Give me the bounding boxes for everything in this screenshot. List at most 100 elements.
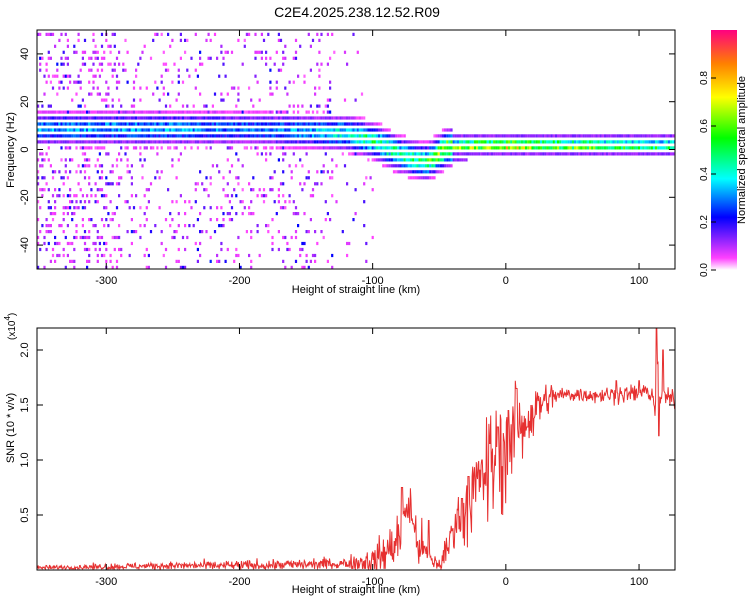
spectrogram-cell bbox=[339, 134, 342, 138]
spectrogram-cell bbox=[580, 146, 583, 150]
spectrogram-cell bbox=[265, 140, 268, 144]
spectrogram-cell bbox=[608, 134, 611, 138]
spectrogram-cell bbox=[71, 98, 74, 102]
spectrogram-cell bbox=[371, 146, 374, 150]
spectrogram-cell bbox=[471, 134, 474, 138]
spectrogram-cell bbox=[279, 206, 283, 210]
spectrogram-cell bbox=[113, 116, 116, 120]
spectrogram-cell bbox=[294, 259, 298, 263]
spectrogram-cell bbox=[488, 152, 491, 156]
spectrogram-cell bbox=[41, 164, 44, 168]
spectrogram-cell bbox=[105, 98, 108, 102]
spectrogram-cell bbox=[256, 128, 259, 132]
colorbar-tick-label: 0.4 bbox=[699, 167, 710, 181]
spectrogram-cell bbox=[335, 200, 338, 204]
spectrogram-cell bbox=[601, 152, 604, 156]
spectrogram-cell bbox=[516, 134, 519, 138]
spectrogram-cell bbox=[141, 176, 144, 180]
spectrogram-cell bbox=[382, 140, 385, 144]
spectrogram-cell bbox=[279, 122, 283, 126]
spectrogram-cell bbox=[301, 140, 304, 144]
spectrogram-cell bbox=[158, 116, 161, 120]
spectrogram-cell bbox=[196, 247, 199, 252]
snr-x-tick-label: -200 bbox=[228, 576, 250, 588]
spectrogram-cell bbox=[409, 176, 413, 180]
spectrogram-cell bbox=[606, 146, 609, 150]
spectrogram-cell bbox=[533, 140, 536, 144]
spectrogram-cell bbox=[358, 122, 361, 126]
spectrogram-cell bbox=[94, 110, 97, 114]
spectrogram-cell bbox=[254, 122, 257, 126]
spectrogram-cell bbox=[318, 68, 321, 72]
spectrogram-cell bbox=[160, 122, 163, 126]
spectrogram-cell bbox=[160, 32, 163, 36]
spectrogram-cell bbox=[75, 230, 78, 234]
spectrogram-cell bbox=[190, 122, 193, 126]
spectrogram-cell bbox=[424, 146, 428, 150]
spectrogram-cell bbox=[71, 218, 74, 222]
spectrogram-cell bbox=[58, 134, 61, 138]
spectrogram-cell bbox=[299, 122, 302, 126]
colorbar-tick-label: 0.8 bbox=[699, 71, 710, 85]
spectrogram-cell bbox=[124, 134, 127, 138]
spectrogram-cell bbox=[205, 146, 208, 150]
spectrogram-cell bbox=[47, 200, 50, 204]
spectrogram-cell bbox=[318, 146, 321, 150]
spectrogram-cell bbox=[557, 146, 560, 150]
spectrogram-cell bbox=[171, 80, 174, 84]
spectrogram-cell bbox=[635, 140, 638, 144]
spectrogram-cell bbox=[196, 74, 199, 78]
spectrogram-cell bbox=[45, 230, 48, 234]
spectrogram-cell bbox=[51, 176, 55, 180]
spectrogram-cell bbox=[584, 134, 587, 138]
spectrogram-cell bbox=[548, 140, 551, 144]
spectrogram-cell bbox=[79, 128, 82, 132]
spectrogram-cell bbox=[149, 230, 153, 234]
spectrogram-cell bbox=[399, 140, 402, 144]
spectrogram-cell bbox=[642, 146, 645, 150]
spectrogram-cell bbox=[105, 92, 108, 96]
spectrogram-cell bbox=[275, 128, 278, 132]
spectrogram-cell bbox=[284, 44, 287, 48]
spectrogram-cell bbox=[279, 182, 283, 186]
spectrogram-cell bbox=[358, 134, 361, 138]
spectrogram-cell bbox=[422, 176, 425, 180]
spectrogram-cell bbox=[105, 206, 108, 210]
spectrogram-cell bbox=[79, 86, 82, 90]
spectrogram-cell bbox=[49, 212, 52, 216]
spectrogram-cell bbox=[92, 110, 95, 114]
spectrogram-cell bbox=[401, 134, 404, 138]
spectrogram-cell bbox=[252, 116, 255, 120]
spectrogram-cell bbox=[90, 188, 93, 192]
spectrogram-cell bbox=[213, 92, 217, 96]
spectrogram-cell bbox=[45, 116, 48, 120]
spectrogram-cell bbox=[254, 50, 257, 54]
spectrogram-cell bbox=[667, 140, 670, 144]
spectrogram-cell bbox=[51, 218, 55, 222]
spectrogram-cell bbox=[650, 140, 653, 144]
spectrogram-cell bbox=[446, 164, 449, 168]
spectrogram-cell bbox=[378, 140, 381, 144]
spectrogram-cell bbox=[311, 116, 315, 120]
spectrogram-cell bbox=[369, 146, 372, 150]
spectrogram-cell bbox=[580, 152, 583, 156]
spectrogram-cell bbox=[51, 32, 55, 36]
spectrogram-cell bbox=[616, 140, 619, 144]
spectrogram-cell bbox=[220, 122, 223, 126]
spectrogram-cell bbox=[250, 188, 253, 192]
spectrogram-cell bbox=[62, 253, 65, 258]
spectrogram-cell bbox=[83, 104, 87, 108]
spectrogram-cell bbox=[109, 182, 112, 186]
spectrogram-cell bbox=[69, 170, 72, 174]
spectrogram-cell bbox=[299, 247, 302, 252]
spectrogram-cell bbox=[100, 122, 104, 126]
spectrogram-cell bbox=[239, 140, 242, 144]
spectrogram-cell bbox=[186, 38, 189, 42]
spectrogram-cell bbox=[569, 134, 572, 138]
spectrogram-cell bbox=[635, 134, 638, 138]
spectrogram-cell bbox=[184, 128, 187, 132]
spectrogram-cell bbox=[213, 140, 217, 144]
spectrogram-cell bbox=[164, 122, 168, 126]
spectrogram-cell bbox=[409, 146, 413, 150]
spectrogram-cell bbox=[58, 140, 61, 144]
